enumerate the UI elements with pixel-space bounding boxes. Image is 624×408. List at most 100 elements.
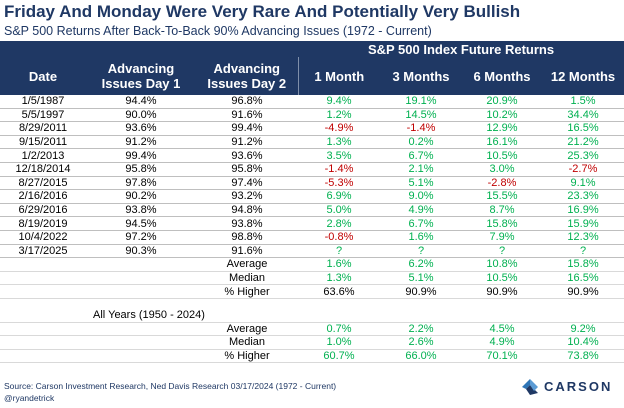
cell-day1: 90.2%	[86, 189, 196, 204]
cell-date: 3/17/2025	[0, 244, 86, 259]
summary-row: % Higher 60.7% 66.0% 70.1% 73.8%	[0, 349, 624, 364]
cell-blank	[86, 335, 196, 350]
cell-12-months: 16.9%	[542, 203, 624, 218]
cell-3-months: 5.1%	[380, 176, 462, 191]
cell-3-months: 6.7%	[380, 148, 462, 163]
cell-date: 1/5/1987	[0, 95, 86, 109]
header-line: 1 Month	[314, 68, 365, 84]
cell-blank	[86, 257, 196, 272]
cell-6-months: 3.0%	[462, 162, 542, 177]
cell-12-months: 15.9%	[542, 216, 624, 231]
header-line: Date	[28, 68, 58, 84]
cell-3-months: 6.2%	[380, 257, 462, 272]
table-row: 6/29/2016 93.8% 94.8% 5.0% 4.9% 8.7% 16.9%	[0, 203, 624, 218]
cell-6-months: 15.8%	[462, 216, 542, 231]
cell-blank	[0, 349, 86, 364]
summary-label: % Higher	[196, 349, 298, 364]
cell-6-months: 12.9%	[462, 121, 542, 136]
cell-day1: 99.4%	[86, 148, 196, 163]
carson-logo-icon	[522, 379, 538, 395]
table-row: 10/4/2022 97.2% 98.8% -0.8% 1.6% 7.9% 12.3%	[0, 230, 624, 245]
cell-12-months: 23.3%	[542, 189, 624, 204]
returns-table: S&P 500 Index Future Returns Date Advanci…	[0, 41, 624, 364]
cell-day2: 93.8%	[196, 216, 298, 231]
cell-3-months: 4.9%	[380, 203, 462, 218]
header-line: 6 Months	[473, 68, 531, 84]
cell-3-months: 5.1%	[380, 271, 462, 286]
cell-date: 1/2/2013	[0, 148, 86, 163]
cell-6-months: 10.5%	[462, 148, 542, 163]
cell-1-month: 63.6%	[298, 284, 380, 299]
cell-12-months: 10.4%	[542, 335, 624, 350]
header-6-months: 6 Months	[462, 57, 542, 95]
chart-title: Friday And Monday Were Very Rare And Pot…	[4, 2, 521, 21]
cell-1-month: 1.3%	[298, 271, 380, 286]
summary-row: Average 0.7% 2.2% 4.5% 9.2%	[0, 322, 624, 337]
cell-day2: 91.6%	[196, 108, 298, 123]
cell-1-month: 2.8%	[298, 216, 380, 231]
cell-date: 5/5/1997	[0, 108, 86, 123]
cell-day2: 96.8%	[196, 95, 298, 109]
cell-12-months: 15.8%	[542, 257, 624, 272]
all-years-label: All Years (1950 - 2024)	[0, 308, 298, 323]
cell-12-months: 73.8%	[542, 349, 624, 364]
table-row: 8/19/2019 94.5% 93.8% 2.8% 6.7% 15.8% 15.9%	[0, 216, 624, 231]
logo-text: CARSON	[544, 379, 613, 394]
cell-3-months: 0.2%	[380, 135, 462, 150]
cell-1-month: 1.3%	[298, 135, 380, 150]
cell-1-month: 1.6%	[298, 257, 380, 272]
header-spacer	[0, 41, 298, 57]
cell-blank	[86, 271, 196, 286]
cell-6-months: -2.8%	[462, 176, 542, 191]
source-note: Source: Carson Investment Research, Ned …	[4, 381, 337, 391]
cell-day1: 94.4%	[86, 95, 196, 109]
cell-12-months: 9.2%	[542, 322, 624, 337]
table-row: 8/29/2011 93.6% 99.4% -4.9% -1.4% 12.9% 16.5%	[0, 121, 624, 136]
cell-6-months: 90.9%	[462, 284, 542, 299]
summary-label: Average	[196, 257, 298, 272]
cell-day1: 97.8%	[86, 176, 196, 191]
cell-12-months: 21.2%	[542, 135, 624, 150]
cell-1-month: -1.4%	[298, 162, 380, 177]
cell-1-month: 3.5%	[298, 148, 380, 163]
table-row: 8/27/2015 97.8% 97.4% -5.3% 5.1% -2.8% 9.1%	[0, 176, 624, 191]
cell-6-months: 4.9%	[462, 335, 542, 350]
cell-day1: 94.5%	[86, 216, 196, 231]
cell-day2: 91.6%	[196, 244, 298, 259]
cell-3-months: 6.7%	[380, 216, 462, 231]
cell-6-months: 10.8%	[462, 257, 542, 272]
cell-12-months: -2.7%	[542, 162, 624, 177]
header-3-months: 3 Months	[380, 57, 462, 95]
cell-day1: 93.6%	[86, 121, 196, 136]
cell-3-months: 14.5%	[380, 108, 462, 123]
cell-1-month: -0.8%	[298, 230, 380, 245]
cell-12-months: ?	[542, 244, 624, 259]
summary-row: % Higher 63.6% 90.9% 90.9% 90.9%	[0, 284, 624, 299]
header-line: Advancing	[213, 61, 280, 76]
cell-day2: 94.8%	[196, 203, 298, 218]
cell-12-months: 9.1%	[542, 176, 624, 191]
cell-12-months: 25.3%	[542, 148, 624, 163]
table-row: 5/5/1997 90.0% 91.6% 1.2% 14.5% 10.2% 34.4%	[0, 108, 624, 123]
cell-day2: 99.4%	[196, 121, 298, 136]
summary-label: Median	[196, 271, 298, 286]
cell-1-month: -4.9%	[298, 121, 380, 136]
column-header-row: Date Advancing Issues Day 1 Advancing Issues…	[0, 57, 624, 95]
header-day1: Advancing Issues Day 1	[86, 57, 196, 95]
header-date: Date	[0, 57, 86, 95]
cell-3-months: ?	[380, 244, 462, 259]
summary-label: Average	[196, 322, 298, 337]
all-years-label-row: All Years (1950 - 2024)	[0, 308, 624, 323]
cell-1-month: -5.3%	[298, 176, 380, 191]
cell-blank	[0, 284, 86, 299]
cell-blank	[0, 257, 86, 272]
cell-6-months: 20.9%	[462, 95, 542, 109]
header-line: 12 Months	[550, 68, 616, 84]
cell-6-months: 4.5%	[462, 322, 542, 337]
cell-6-months: 16.1%	[462, 135, 542, 150]
cell-blank	[86, 349, 196, 364]
summary-label: % Higher	[196, 284, 298, 299]
cell-3-months: 19.1%	[380, 95, 462, 109]
cell-day2: 95.8%	[196, 162, 298, 177]
cell-3-months: 1.6%	[380, 230, 462, 245]
